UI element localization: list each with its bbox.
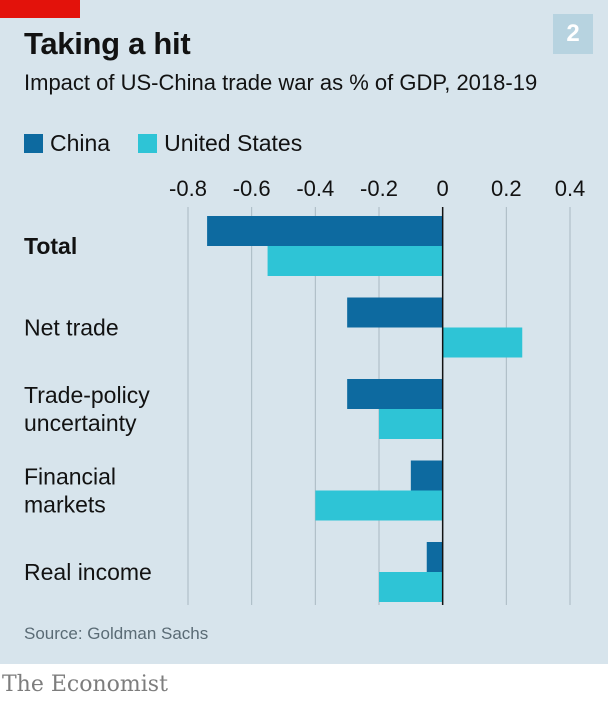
publisher-logo: The Economist	[2, 672, 168, 697]
chart-title: Taking a hit	[24, 26, 191, 61]
legend-item-china: China	[24, 130, 110, 157]
bar-united-states	[267, 246, 443, 276]
bar-china	[207, 216, 443, 246]
category-label: Trade-policy uncertainty	[24, 382, 150, 436]
x-tick-label: 0.4	[555, 176, 586, 201]
x-tick-label: -0.2	[360, 176, 398, 201]
legend-swatch-united-states	[138, 133, 158, 153]
x-tick-label: 0	[437, 176, 449, 201]
bar-united-states	[379, 409, 443, 439]
bar-united-states	[442, 327, 523, 358]
chart-subtitle: Impact of US-China trade war as % of GDP…	[24, 70, 538, 95]
brand-red-tag	[0, 0, 80, 18]
x-tick-label: -0.6	[233, 176, 271, 201]
bar-china	[410, 460, 443, 491]
category-label: Net trade	[24, 315, 119, 341]
category-label: Financial markets	[24, 464, 116, 518]
category-label: Total	[24, 233, 77, 259]
legend-swatch-china	[24, 133, 43, 153]
chart-number-badge: 2	[553, 14, 593, 54]
bar-china	[347, 379, 443, 409]
category-label: Real income	[24, 559, 152, 585]
legend-item-united-states: United States	[138, 130, 302, 157]
bar-united-states	[379, 572, 443, 602]
bar-chart: -0.8 -0.6 -0.4 -0.2 0 0.2 0.4 Total Net trade Tra…	[24, 176, 586, 605]
bar-china	[347, 297, 443, 328]
x-tick-label: -0.4	[296, 176, 334, 201]
x-tick-label: -0.8	[169, 176, 207, 201]
x-tick-label: 0.2	[491, 176, 522, 201]
legend-label-china: China	[50, 129, 111, 156]
bar-china	[426, 542, 443, 572]
legend-label-united-states: United States	[164, 129, 303, 156]
source-note: Source: Goldman Sachs	[24, 624, 209, 643]
legend: China United States	[24, 128, 330, 158]
bar-united-states	[315, 490, 443, 521]
